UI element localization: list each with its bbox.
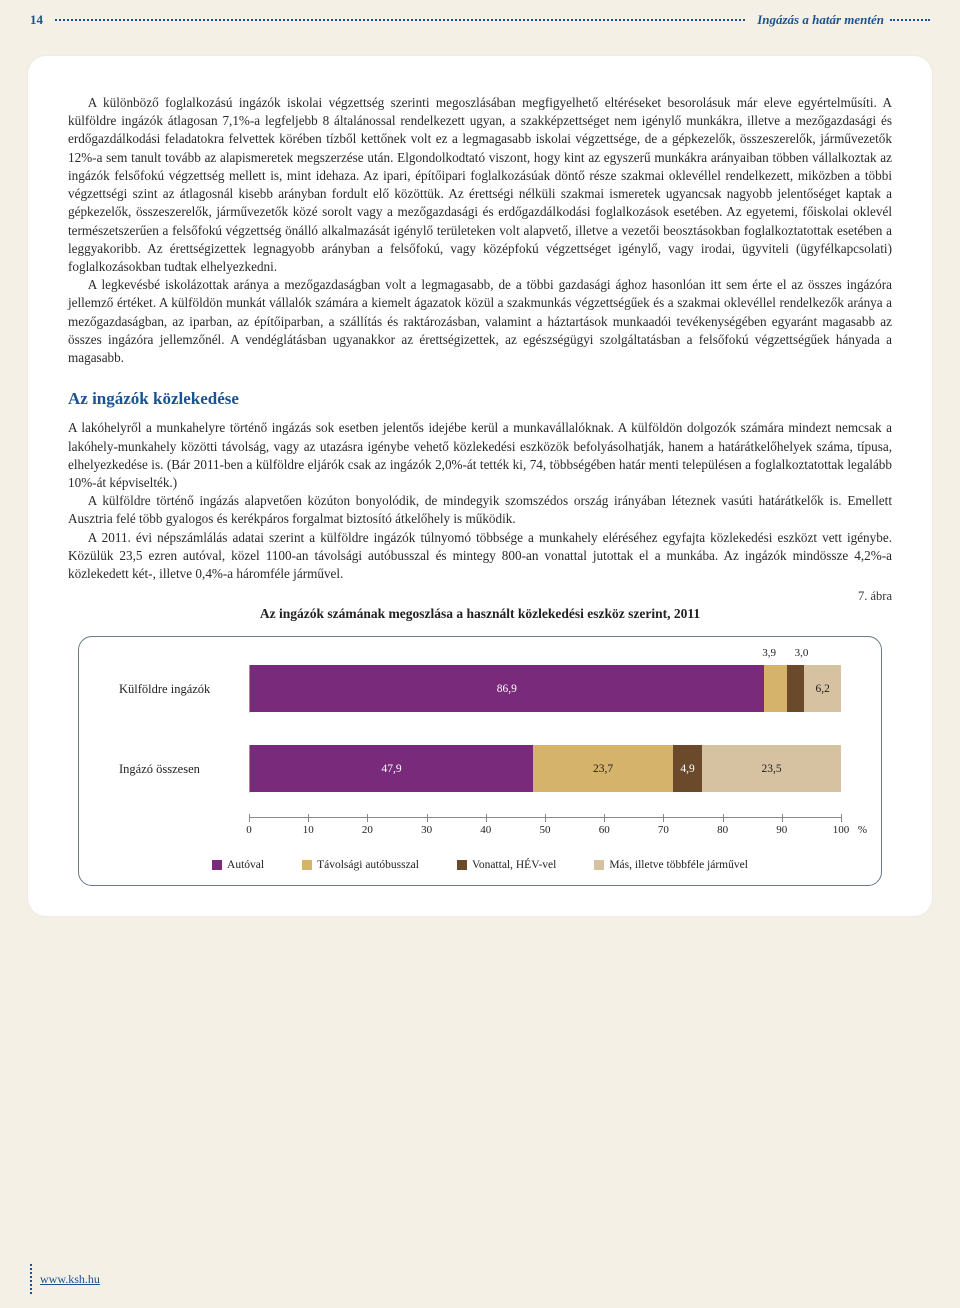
x-tick-label: 90	[776, 824, 787, 836]
legend-swatch	[302, 860, 312, 870]
legend-swatch	[594, 860, 604, 870]
bar-row: Külföldre ingázók86,93,93,06,2	[119, 665, 841, 713]
bar-segment: 3,0	[787, 665, 805, 712]
section-heading: Az ingázók közlekedése	[68, 389, 892, 409]
bar-segment: 47,9	[250, 745, 533, 792]
header-title: Ingázás a határ mentén	[757, 12, 884, 28]
paragraph: A különböző foglalkozású ingázók iskolai…	[68, 94, 892, 276]
bar-segment-value: 3,0	[795, 647, 809, 659]
x-tick-label: 100	[833, 824, 850, 836]
content-card: A különböző foglalkozású ingázók iskolai…	[28, 56, 932, 916]
x-tick-label: 30	[421, 824, 432, 836]
header-dots	[55, 19, 745, 21]
figure-label: 7. ábra	[68, 589, 892, 604]
bar-segment: 23,7	[533, 745, 673, 792]
legend-label: Más, illetve többféle járművel	[609, 859, 748, 871]
footer-url: www.ksh.hu	[40, 1272, 100, 1287]
legend-label: Távolsági autóbusszal	[317, 859, 419, 871]
paragraph: A lakóhelyről a munkahelyre történő ingá…	[68, 419, 892, 492]
bar-segment: 3,9	[764, 665, 787, 712]
legend-item: Távolsági autóbusszal	[302, 859, 419, 871]
x-tick-label: 10	[303, 824, 314, 836]
legend-label: Vonattal, HÉV-vel	[472, 859, 556, 871]
header-dots-short	[890, 19, 930, 21]
chart-legend: Autóval Távolsági autóbusszal Vonattal, HÉ…	[119, 859, 841, 871]
legend-swatch	[457, 860, 467, 870]
axis-row: 0102030405060708090100%	[119, 817, 841, 837]
bar-category-label: Ingázó összesen	[119, 762, 249, 777]
page-number: 14	[30, 12, 43, 28]
axis-unit: %	[858, 824, 867, 836]
legend-item: Autóval	[212, 859, 264, 871]
bar-segment: 23,5	[702, 745, 841, 792]
legend-item: Más, illetve többféle járművel	[594, 859, 748, 871]
x-tick-label: 20	[362, 824, 373, 836]
bar-category-label: Külföldre ingázók	[119, 682, 249, 697]
chart-frame: Külföldre ingázók86,93,93,06,2Ingázó öss…	[78, 636, 882, 886]
bar-segment: 4,9	[673, 745, 702, 792]
chart-title: Az ingázók számának megoszlása a használ…	[68, 606, 892, 622]
body-text-block-1: A különböző foglalkozású ingázók iskolai…	[68, 94, 892, 367]
bar-segment-value: 3,9	[762, 647, 776, 659]
body-text-block-2: A lakóhelyről a munkahelyre történő ingá…	[68, 419, 892, 583]
bar-track: 47,923,74,923,5	[249, 745, 841, 793]
x-tick-label: 0	[246, 824, 252, 836]
paragraph: A 2011. évi népszámlálás adatai szerint …	[68, 529, 892, 584]
x-tick-label: 70	[658, 824, 669, 836]
bar-segment: 86,9	[250, 665, 764, 712]
legend-item: Vonattal, HÉV-vel	[457, 859, 556, 871]
x-tick-label: 40	[480, 824, 491, 836]
footer-dots	[30, 1264, 32, 1294]
paragraph: A külföldre történő ingázás alapvetően k…	[68, 492, 892, 528]
paragraph: A legkevésbé iskolázottak aránya a mezőg…	[68, 276, 892, 367]
page-footer: www.ksh.hu	[30, 1264, 100, 1294]
bar-track: 86,93,93,06,2	[249, 665, 841, 713]
bar-row: Ingázó összesen47,923,74,923,5	[119, 745, 841, 793]
legend-label: Autóval	[227, 859, 264, 871]
chart-area: Külföldre ingázók86,93,93,06,2 Ingázó öss…	[119, 665, 841, 865]
x-axis: 0102030405060708090100%	[249, 817, 841, 837]
page-header: 14 Ingázás a határ mentén	[0, 0, 960, 36]
bar-segment: 6,2	[804, 665, 841, 712]
legend-swatch	[212, 860, 222, 870]
x-tick-label: 50	[540, 824, 551, 836]
x-tick-label: 60	[599, 824, 610, 836]
x-tick-label: 80	[717, 824, 728, 836]
